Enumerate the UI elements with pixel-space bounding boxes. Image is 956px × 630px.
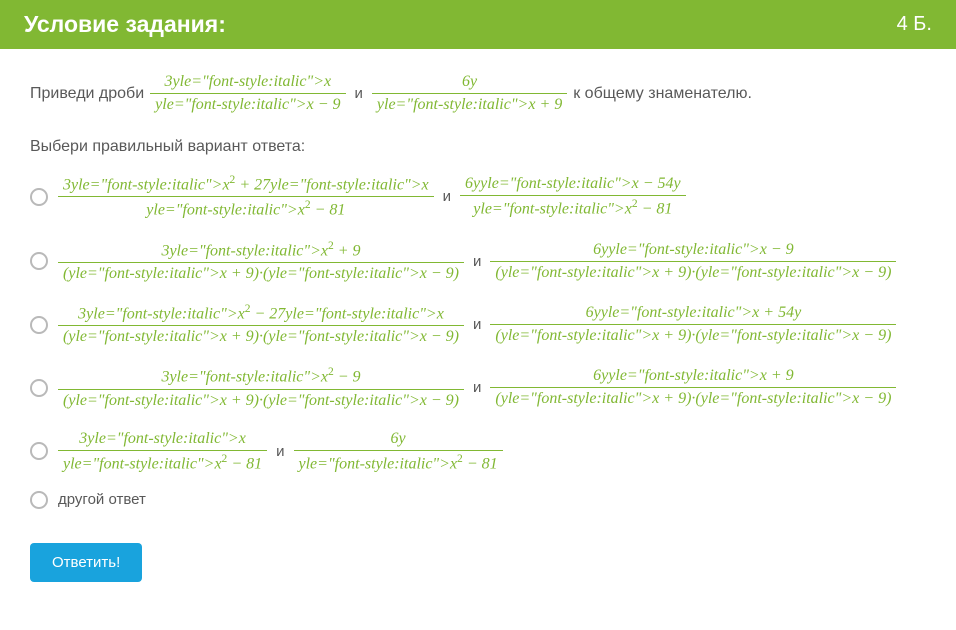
option-5[interactable]: 3yle="font-style:italic">x yle="font-sty… xyxy=(30,428,926,475)
task-conn-1: и xyxy=(352,85,366,102)
option-frac-a: 3yle="font-style:italic">x2 + 9 (yle="fo… xyxy=(58,238,464,285)
instruction-text: Выбери правильный вариант ответа: xyxy=(30,138,926,156)
task-header: Условие задания: 4 Б. xyxy=(0,0,956,49)
option-frac-b: 6yyle="font-style:italic">x − 9 (yle="fo… xyxy=(490,239,896,284)
radio-icon xyxy=(30,442,48,460)
option-math: 3yle="font-style:italic">x2 − 27yle="fon… xyxy=(58,301,896,348)
option-frac-b: 6yyle="font-style:italic">x − 54y yle="f… xyxy=(460,173,686,220)
option-math: 3yle="font-style:italic">x2 + 9 (yle="fo… xyxy=(58,238,896,285)
other-answer-label: другой ответ xyxy=(58,491,146,508)
option-math: 3yle="font-style:italic">x2 + 27yle="fon… xyxy=(58,172,686,222)
option-frac-b: 6yyle="font-style:italic">x + 9 (yle="fo… xyxy=(490,365,896,410)
task-points: 4 Б. xyxy=(897,13,932,36)
radio-icon xyxy=(30,316,48,334)
option-frac-a: 3yle="font-style:italic">x2 + 27yle="fon… xyxy=(58,172,434,222)
option-1[interactable]: 3yle="font-style:italic">x2 + 27yle="fon… xyxy=(30,172,926,222)
option-3[interactable]: 3yle="font-style:italic">x2 − 27yle="fon… xyxy=(30,301,926,348)
option-frac-a: 3yle="font-style:italic">x2 − 27yle="fon… xyxy=(58,301,464,348)
option-conn: и xyxy=(440,188,454,205)
option-math: 3yle="font-style:italic">x2 − 9 (yle="fo… xyxy=(58,364,896,411)
task-suffix: к общему знаменателю. xyxy=(573,85,752,103)
task-content: Приведи дроби 3yle="font-style:italic">x… xyxy=(0,49,956,602)
option-other[interactable]: другой ответ xyxy=(30,491,926,509)
option-frac-b: 6yyle="font-style:italic">x + 54y (yle="… xyxy=(490,302,896,347)
option-conn: и xyxy=(470,253,484,270)
radio-icon xyxy=(30,188,48,206)
option-2[interactable]: 3yle="font-style:italic">x2 + 9 (yle="fo… xyxy=(30,238,926,285)
option-math: 3yle="font-style:italic">x yle="font-sty… xyxy=(58,428,503,475)
task-prefix: Приведи дроби xyxy=(30,85,144,103)
option-frac-b: 6y yle="font-style:italic">x2 − 81 xyxy=(294,428,503,475)
task-statement: Приведи дроби 3yle="font-style:italic">x… xyxy=(30,71,926,116)
submit-button[interactable]: Ответить! xyxy=(30,543,142,582)
option-conn: и xyxy=(470,316,484,333)
task-fraction-1: 3yle="font-style:italic">x yle="font-sty… xyxy=(150,71,345,116)
radio-icon xyxy=(30,491,48,509)
option-conn: и xyxy=(470,379,484,396)
option-frac-a: 3yle="font-style:italic">x2 − 9 (yle="fo… xyxy=(58,364,464,411)
option-frac-a: 3yle="font-style:italic">x yle="font-sty… xyxy=(58,428,267,475)
options-list: 3yle="font-style:italic">x2 + 27yle="fon… xyxy=(30,172,926,509)
task-title: Условие задания: xyxy=(24,11,226,38)
task-fraction-2: 6y yle="font-style:italic">x + 9 xyxy=(372,71,567,116)
radio-icon xyxy=(30,252,48,270)
option-4[interactable]: 3yle="font-style:italic">x2 − 9 (yle="fo… xyxy=(30,364,926,411)
radio-icon xyxy=(30,379,48,397)
option-conn: и xyxy=(273,443,287,460)
